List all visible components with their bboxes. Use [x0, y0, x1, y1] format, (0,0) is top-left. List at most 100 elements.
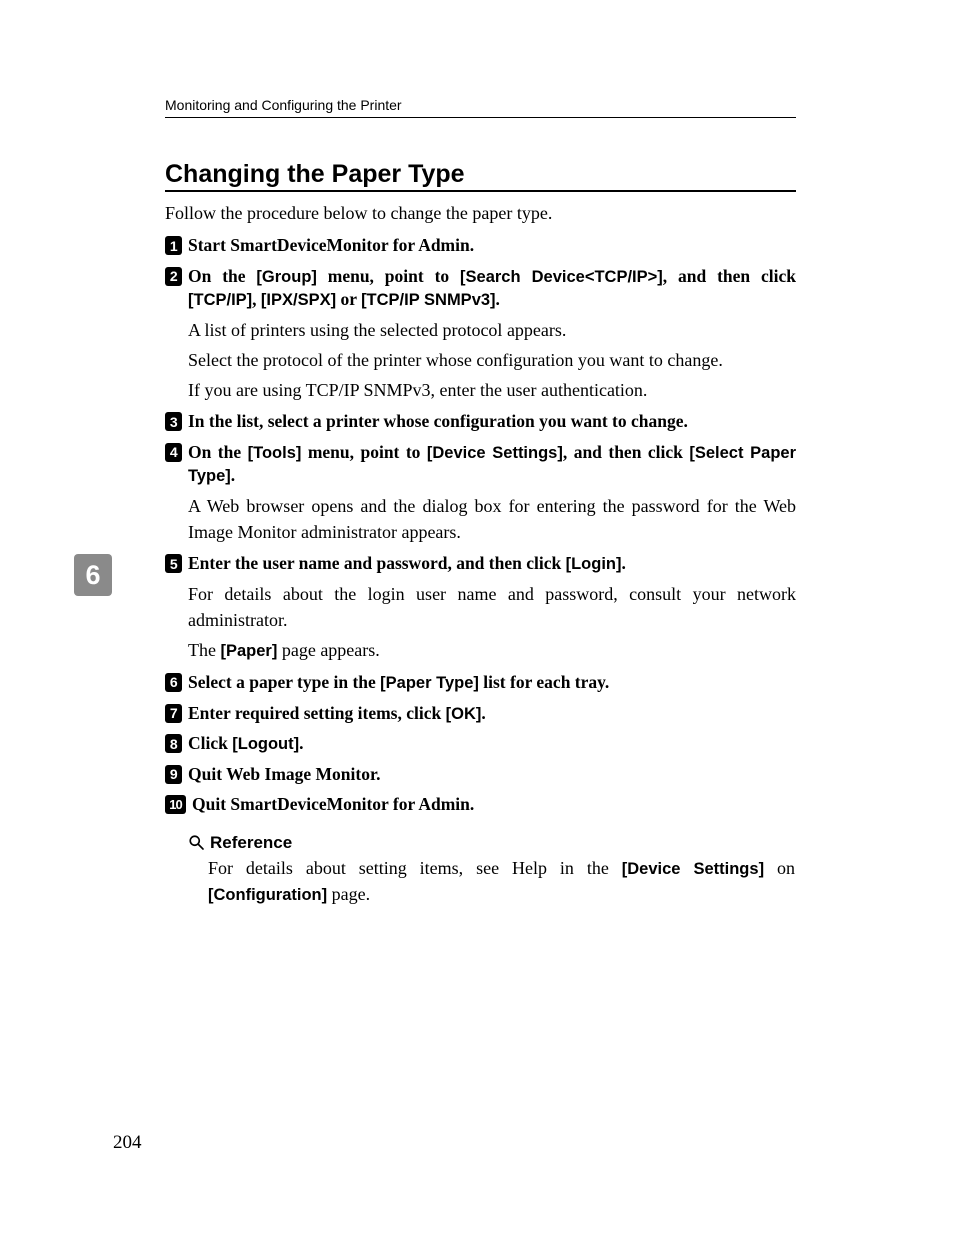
chapter-tab: 6 [74, 554, 112, 596]
text-run: For details about the login user name an… [188, 584, 796, 630]
text-run: or [336, 289, 361, 309]
ui-label: [Configuration] [208, 886, 327, 904]
text-run: If you are using TCP/IP SNMPv3, enter th… [188, 380, 647, 400]
text-run: , [252, 289, 261, 309]
text-run: . [231, 465, 235, 485]
text-run: Enter required setting items, click [188, 703, 446, 723]
text-run: Enter the user name and password, and th… [188, 553, 566, 573]
text-run: Click [188, 733, 232, 753]
ui-label: [Paper] [220, 642, 277, 660]
reference-icon [188, 834, 206, 852]
ui-label: [TCP/IP] [188, 291, 252, 309]
step-instruction: Quit Web Image Monitor. [188, 763, 796, 787]
step-body-paragraph: Select the protocol of the printer whose… [188, 347, 796, 373]
step-instruction: Enter required setting items, click [OK]… [188, 702, 796, 726]
text-run: Select a paper type in the [188, 672, 380, 692]
text-run: page appears. [277, 640, 379, 660]
ui-label: [IPX/SPX] [261, 291, 336, 309]
step-body-paragraph: For details about the login user name an… [188, 581, 796, 633]
step-number-icon: 3 [165, 412, 182, 431]
text-run: menu, point to [317, 266, 460, 286]
text-run: Quit SmartDeviceMonitor for Admin. [192, 794, 474, 814]
step-item: 7 Enter required setting items, click [OK… [165, 702, 796, 726]
step-body: A Web browser opens and the dialog box f… [188, 493, 796, 545]
text-run: Quit Web Image Monitor. [188, 764, 381, 784]
step-body: For details about the login user name an… [188, 581, 796, 664]
step-number-icon: 1 [165, 236, 182, 255]
step-instruction: Enter the user name and password, and th… [188, 552, 796, 576]
step-heading: 6 Select a paper type in the [Paper Type]… [165, 671, 796, 695]
step-number-icon: 2 [165, 267, 182, 286]
text-run: Select the protocol of the printer whose… [188, 350, 723, 370]
ui-label: [Tools] [248, 444, 302, 462]
step-body-paragraph: The [Paper] page appears. [188, 637, 796, 664]
step-number-icon: 6 [165, 673, 182, 692]
header-rule [165, 117, 796, 118]
page-header: Monitoring and Configuring the Printer [165, 97, 796, 118]
step-instruction: On the [Tools] menu, point to [Device Se… [188, 441, 796, 488]
chapter-number: 6 [85, 560, 100, 591]
text-run: In the list, select a printer whose conf… [188, 411, 688, 431]
step-number-icon: 5 [165, 554, 182, 573]
text-run: . [481, 703, 485, 723]
step-item: 2 On the [Group] menu, point to [Search D… [165, 265, 796, 404]
step-instruction: Select a paper type in the [Paper Type] … [188, 671, 796, 695]
ui-label: [Logout] [232, 735, 299, 753]
step-heading: 9 Quit Web Image Monitor. [165, 763, 796, 787]
ui-label: [Search Device<TCP/IP>] [460, 268, 663, 286]
step-heading: 1 Start SmartDeviceMonitor for Admin. [165, 234, 796, 258]
step-body-paragraph: A list of printers using the selected pr… [188, 317, 796, 343]
step-instruction: On the [Group] menu, point to [Search De… [188, 265, 796, 312]
text-run: A Web browser opens and the dialog box f… [188, 496, 796, 542]
ui-label: [Device Settings] [427, 444, 563, 462]
ui-label: [TCP/IP SNMPv3] [361, 291, 495, 309]
intro-paragraph: Follow the procedure below to change the… [165, 203, 552, 224]
step-number-icon: 9 [165, 765, 182, 784]
text-run: The [188, 640, 220, 660]
step-item: 10 Quit SmartDeviceMonitor for Admin. [165, 793, 796, 817]
text-run: , and then click [663, 266, 796, 286]
text-run: Start SmartDeviceMonitor for Admin. [188, 235, 474, 255]
step-item: 3 In the list, select a printer whose con… [165, 410, 796, 434]
step-heading: 2 On the [Group] menu, point to [Search D… [165, 265, 796, 312]
text-run: For details about setting items, see Hel… [208, 858, 622, 878]
step-number-icon: 8 [165, 734, 182, 753]
text-run: list for each tray. [479, 672, 609, 692]
reference-title: Reference [210, 833, 292, 853]
step-item: 4 On the [Tools] menu, point to [Device S… [165, 441, 796, 545]
text-run: . [621, 553, 625, 573]
page-number: 204 [113, 1132, 142, 1154]
reference-heading: Reference [188, 833, 795, 853]
text-run: on [764, 858, 795, 878]
text-run: , and then click [563, 442, 690, 462]
reference-block: Reference For details about setting item… [188, 833, 795, 907]
document-page: Monitoring and Configuring the Printer C… [0, 0, 954, 1235]
text-run: . [496, 289, 500, 309]
step-instruction: Start SmartDeviceMonitor for Admin. [188, 234, 796, 258]
ui-label: [OK] [446, 705, 482, 723]
section-title-rule [165, 190, 796, 192]
section-title: Changing the Paper Type [165, 160, 465, 189]
step-item: 9 Quit Web Image Monitor. [165, 763, 796, 787]
step-heading: 7 Enter required setting items, click [OK… [165, 702, 796, 726]
steps-list: 1 Start SmartDeviceMonitor for Admin. 2 On … [165, 234, 796, 824]
step-heading: 10 Quit SmartDeviceMonitor for Admin. [165, 793, 796, 817]
reference-body: For details about setting items, see Hel… [208, 856, 795, 907]
step-number-icon: 7 [165, 704, 182, 723]
text-run: A list of printers using the selected pr… [188, 320, 566, 340]
ui-label: [Login] [566, 555, 622, 573]
running-head: Monitoring and Configuring the Printer [165, 97, 796, 113]
text-run: On the [188, 266, 256, 286]
step-number-icon: 4 [165, 443, 182, 462]
step-item: 5 Enter the user name and password, and t… [165, 552, 796, 664]
step-item: 6 Select a paper type in the [Paper Type]… [165, 671, 796, 695]
step-heading: 3 In the list, select a printer whose con… [165, 410, 796, 434]
step-heading: 4 On the [Tools] menu, point to [Device S… [165, 441, 796, 488]
text-run: On the [188, 442, 248, 462]
step-item: 8Click [Logout]. [165, 732, 796, 756]
step-instruction: Quit SmartDeviceMonitor for Admin. [192, 793, 796, 817]
step-number-icon: 10 [165, 795, 186, 814]
step-heading: 5 Enter the user name and password, and t… [165, 552, 796, 576]
step-item: 1 Start SmartDeviceMonitor for Admin. [165, 234, 796, 258]
step-body-paragraph: If you are using TCP/IP SNMPv3, enter th… [188, 377, 796, 403]
